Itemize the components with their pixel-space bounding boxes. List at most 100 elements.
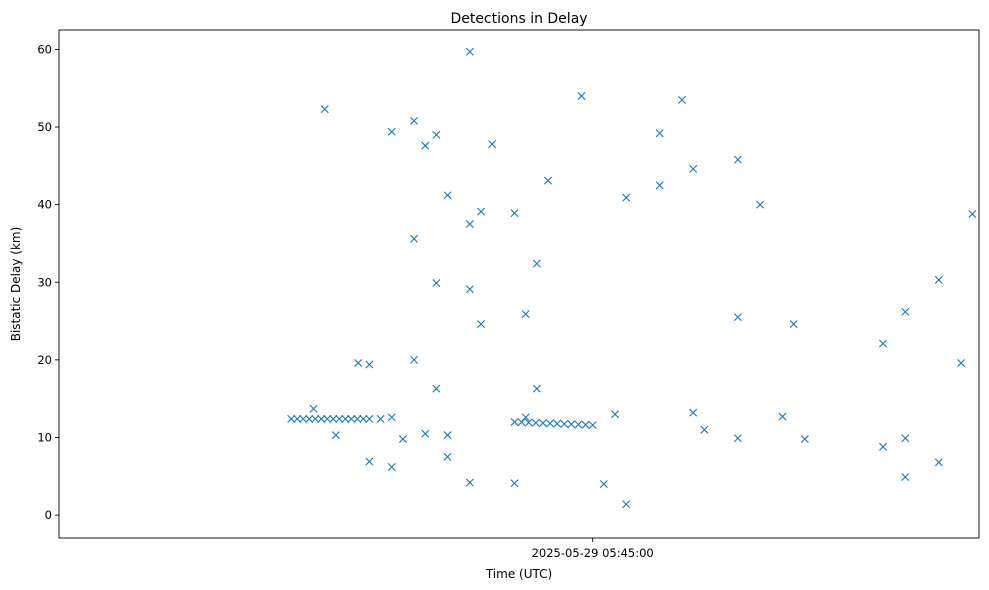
data-point <box>553 419 562 428</box>
data-point <box>968 209 977 218</box>
data-point <box>477 320 486 329</box>
data-point <box>365 414 374 423</box>
data-point <box>443 452 452 461</box>
data-point <box>901 434 910 443</box>
data-point <box>421 141 430 150</box>
data-point <box>588 421 597 430</box>
data-point <box>465 47 474 56</box>
data-point <box>689 408 698 417</box>
y-axis: 0 10 20 30 40 50 60 <box>37 42 59 522</box>
data-point <box>387 127 396 136</box>
data-point <box>957 358 966 367</box>
data-point <box>359 414 368 423</box>
data-point <box>443 191 452 200</box>
data-point <box>387 462 396 471</box>
x-axis: 2025-05-29 05:45:002025-05-29 05:46:0020… <box>532 538 654 560</box>
data-point <box>305 414 314 423</box>
data-point <box>317 414 326 423</box>
data-point <box>789 320 798 329</box>
data-point <box>331 431 340 440</box>
data-point <box>934 275 943 284</box>
data-point <box>398 435 407 444</box>
data-point <box>335 414 344 423</box>
data-point <box>655 181 664 190</box>
data-point <box>410 355 419 364</box>
y-tick-label: 20 <box>37 353 52 367</box>
data-point <box>577 91 586 100</box>
x-tick-label: 2025-05-29 05:45:00 <box>532 546 654 560</box>
data-point <box>347 414 356 423</box>
data-point <box>599 480 608 489</box>
data-point <box>524 418 533 427</box>
plot-frame <box>58 29 980 539</box>
data-point <box>387 413 396 422</box>
data-point <box>700 425 709 434</box>
y-tick-label: 10 <box>37 430 52 444</box>
data-point <box>756 200 765 209</box>
data-point <box>678 95 686 104</box>
data-point <box>477 207 486 216</box>
data-point <box>778 412 787 421</box>
data-point <box>465 220 474 229</box>
data-point <box>410 234 419 243</box>
data-point <box>901 307 910 316</box>
data-points <box>287 47 977 509</box>
y-tick-label: 40 <box>37 198 52 212</box>
y-tick-label: 60 <box>37 42 52 56</box>
data-point <box>410 116 419 125</box>
data-point <box>329 414 338 423</box>
data-point <box>655 129 664 138</box>
data-point <box>510 417 519 426</box>
data-point <box>532 384 541 393</box>
y-tick-label: 30 <box>37 275 52 289</box>
data-point <box>432 130 441 139</box>
data-point <box>353 414 362 423</box>
data-point <box>510 479 519 488</box>
data-point <box>299 414 308 423</box>
y-tick-label: 0 <box>45 508 52 522</box>
data-point <box>341 414 350 423</box>
data-point <box>517 418 526 427</box>
data-point <box>934 458 943 467</box>
data-point <box>532 259 541 268</box>
data-point <box>465 285 474 294</box>
data-point <box>546 419 555 428</box>
data-point <box>521 413 530 422</box>
data-point <box>733 313 742 322</box>
data-point <box>560 419 569 428</box>
plot-area <box>59 30 979 538</box>
data-point <box>531 418 540 427</box>
data-point <box>432 279 441 288</box>
data-point <box>901 473 910 482</box>
data-point <box>354 358 363 367</box>
data-point <box>365 360 374 369</box>
data-point <box>320 105 329 114</box>
data-point <box>376 414 385 423</box>
data-point <box>432 384 441 393</box>
data-point <box>581 420 590 429</box>
data-point <box>287 414 296 423</box>
data-point <box>488 140 497 149</box>
data-point <box>510 209 519 218</box>
data-point <box>622 500 631 509</box>
data-point <box>538 419 547 428</box>
data-point <box>544 176 553 185</box>
data-point <box>574 420 583 429</box>
data-point <box>611 410 620 419</box>
data-point <box>878 339 887 348</box>
data-point <box>465 478 474 487</box>
y-axis-label: Bistatic Delay (km) <box>9 227 23 342</box>
y-tick-label: 50 <box>37 120 52 134</box>
data-point <box>733 155 742 164</box>
data-point <box>567 420 576 429</box>
data-point <box>733 434 742 443</box>
data-point <box>443 431 452 440</box>
data-point <box>323 414 332 423</box>
data-point <box>309 404 318 413</box>
x-axis-label: Time (UTC) <box>485 567 552 581</box>
data-point <box>421 429 430 438</box>
data-point <box>800 435 809 444</box>
data-point <box>689 164 698 173</box>
chart-title: Detections in Delay <box>450 11 587 27</box>
